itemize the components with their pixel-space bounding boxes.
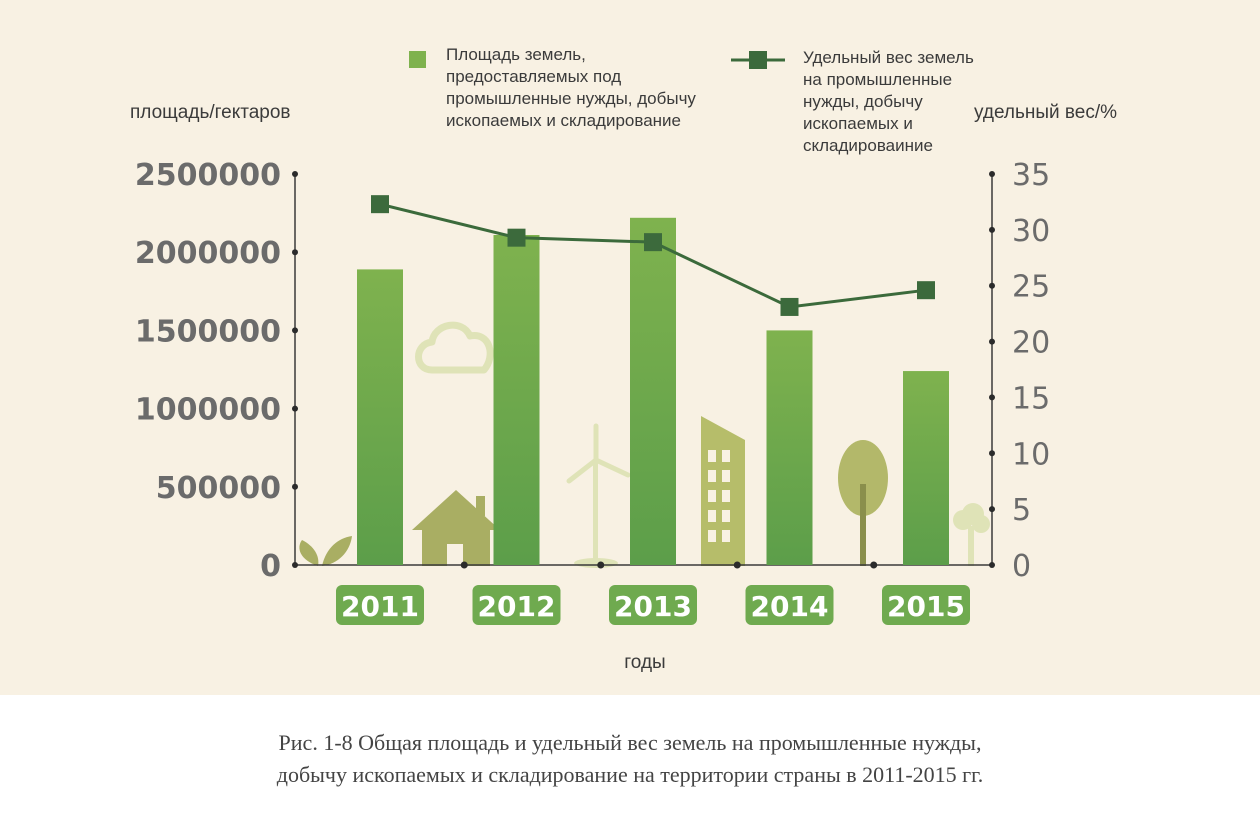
x-tick-label: 2011 [341,590,419,623]
cloud-icon [415,321,494,374]
legend-bar-swatch [409,51,426,68]
right-tick-label: 10 [1012,437,1050,472]
left-tick-dot [292,405,298,412]
year-badge [882,585,970,625]
x-tick-label: 2015 [887,590,965,623]
x-tick-label: 2013 [614,590,692,623]
right-tick-dot [989,171,995,177]
house-icon [412,490,500,566]
x-axis-dots [460,561,878,569]
right-tick-label: 15 [1012,381,1050,416]
right-axis-title: удельный вес/% [974,102,1118,123]
left-tick-dot [292,327,298,334]
x-axis-dot [870,561,878,569]
right-tick-dot [989,394,995,401]
line-marker-2011 [371,195,389,214]
right-tick-label: 20 [1012,326,1050,361]
right-tick-dot [989,562,995,568]
year-badge [609,585,697,625]
right-tick-dot [989,226,995,233]
bar-2015 [903,371,949,565]
x-axis-title: годы [624,652,666,673]
right-tick-dot [989,338,995,345]
left-axis-ticks: 0 500000 1000000 1500000 2000000 2500000 [135,158,298,584]
bar-2013 [630,217,676,566]
line-marker-2015 [917,281,935,300]
right-tick-label: 5 [1012,493,1031,528]
x-axis-dot [597,561,605,569]
line-series [371,195,935,316]
wind-turbine-icon [566,423,631,568]
right-tick-label: 0 [1012,549,1031,584]
left-axis-title: площадь/гектаров [130,102,291,123]
x-tick-label: 2012 [478,590,556,623]
left-tick-label: 2000000 [135,236,281,271]
right-tick-label: 35 [1012,158,1050,193]
bar-2011 [357,269,403,565]
left-tick-dot [292,562,298,568]
left-tick-label: 500000 [156,471,281,506]
figure-caption: Рис. 1-8 Общая площадь и удельный вес зе… [276,730,984,787]
x-axis-dot [733,561,741,569]
line-marker-2013 [644,233,662,252]
x-axis-dot [460,561,468,569]
left-tick-label: 1500000 [135,314,281,349]
legend-line-label: Удельный вес земель на промышленные нужд… [803,48,974,155]
right-tick-dot [989,506,995,513]
year-badge [336,585,424,625]
decorative-illustrations [299,321,990,568]
right-tick-dot [989,282,995,289]
line-marker-2014 [780,297,799,316]
tree-icon [838,440,888,566]
left-tick-label: 2500000 [135,158,281,193]
bar-series [357,217,949,566]
right-tick-label: 30 [1012,214,1050,249]
building-icon [701,416,745,566]
chart-panel: 0 500000 1000000 1500000 2000000 2500000 0 5 10… [0,0,1260,695]
year-badge [472,585,561,625]
right-axis-ticks: 0 5 10 15 20 25 30 35 [989,158,1050,584]
left-tick-dot [292,171,298,177]
line-marker-2012 [507,228,526,247]
year-badge [745,585,834,625]
left-tick-label: 1000000 [135,393,281,428]
sprout-icon [299,536,352,566]
left-tick-label: 0 [260,549,281,584]
bar-2014 [766,330,813,565]
combo-chart: 0 500000 1000000 1500000 2000000 2500000 0 5 10… [135,51,1050,625]
right-tick-dot [989,450,995,457]
legend-bar-label: Площадь земель, предоставляемых под пром… [446,45,696,130]
x-tick-label: 2014 [751,590,829,623]
bar-2012 [493,234,540,565]
year-badges: 2011 2012 2013 2014 2015 [336,585,970,625]
right-tick-label: 25 [1012,270,1050,305]
small-tree-icon [953,503,990,566]
left-tick-dot [292,249,298,256]
left-tick-dot [292,483,298,490]
legend-line-swatch [731,51,785,69]
